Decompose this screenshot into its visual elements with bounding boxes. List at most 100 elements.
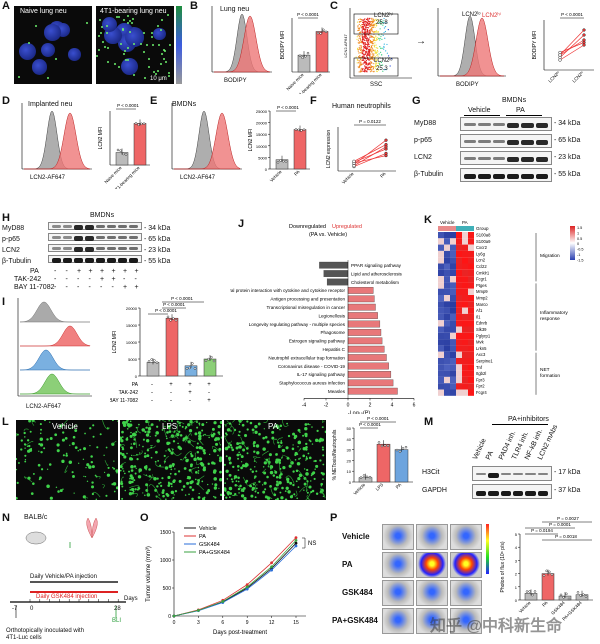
net-dot: [29, 430, 32, 433]
data-point: [383, 444, 387, 447]
net-dot: [91, 492, 95, 496]
event-dot: [382, 20, 384, 22]
pathway-bar: [347, 379, 394, 387]
net-dot: [254, 466, 256, 468]
bli-label: BLI: [112, 618, 122, 624]
net-strand: [280, 445, 283, 449]
event-dot: [360, 26, 362, 28]
net-dot: [49, 421, 51, 423]
net-dot: [121, 436, 124, 438]
bar: [133, 123, 147, 166]
event-dot: [375, 70, 378, 72]
lipid-droplet: [128, 31, 131, 34]
event-dot: [364, 70, 366, 72]
net-dot: [147, 426, 152, 431]
event-dot: [372, 25, 374, 27]
net-dot: [129, 477, 131, 480]
p-value: P = 0.0018: [555, 534, 577, 539]
heat-cell: [438, 389, 444, 396]
net-dot: [88, 465, 92, 469]
event-dot: [375, 59, 378, 61]
net-dot: [69, 444, 71, 446]
blot-band: [535, 174, 548, 179]
pathway-bar: [347, 287, 374, 294]
net-dot: [48, 463, 52, 466]
panel-m: M PA+inhibitors H3Cit - 17 kDa GAPDH - 37 k…: [420, 414, 600, 506]
event-dot: [355, 56, 357, 58]
net-dot: [136, 488, 139, 491]
event-dot: [374, 49, 376, 51]
data-point: [579, 594, 582, 597]
heat-cell: [438, 244, 444, 251]
event-dot: [371, 26, 373, 29]
net-dot: [242, 486, 246, 490]
pathway-label: Neutrophil extracellular trap formation: [268, 355, 345, 360]
event-dot: [370, 47, 372, 49]
kda-label: - 23 kDa: [554, 154, 581, 161]
heat-cell: [444, 339, 450, 346]
net-dot: [159, 481, 162, 484]
x-tick-label: 0: [173, 620, 176, 626]
net-dot: [111, 420, 114, 422]
net-dot: [187, 440, 191, 444]
event-dot: [380, 23, 382, 25]
heat-cell: [456, 389, 462, 396]
event-dot: [380, 35, 382, 37]
lipid-droplet: [161, 19, 164, 22]
net-dot: [61, 438, 65, 442]
heat-cell: [456, 351, 462, 358]
net-dot: [207, 489, 211, 493]
net-dot: [198, 422, 201, 425]
heat-cell: [444, 244, 450, 251]
event-dot: [384, 26, 387, 28]
net-dot: [213, 462, 216, 465]
cell: [18, 42, 36, 61]
net-dot: [172, 496, 175, 499]
net-dot: [197, 469, 200, 472]
heat-cell: [444, 358, 450, 365]
event-dot: [356, 47, 359, 49]
event-dot: [363, 20, 365, 22]
heat-cell: [468, 370, 474, 377]
net-dot: [314, 438, 319, 443]
net-dot: [288, 464, 292, 468]
net-fluorescence: [120, 420, 222, 500]
net-dot: [112, 466, 114, 469]
kda-label: - 37 kDa: [554, 487, 581, 494]
data-point: [567, 597, 571, 601]
net-dot: [207, 462, 210, 466]
net-dot: [26, 439, 30, 442]
lipid-droplet: [126, 14, 129, 17]
event-dot: [359, 48, 361, 50]
net-dot: [286, 456, 290, 460]
data-point: [352, 159, 356, 163]
category-label: PA: [541, 600, 549, 608]
net-strand: [218, 441, 222, 446]
net-dot: [62, 454, 65, 457]
event-dot: [364, 23, 366, 26]
event-dot: [361, 36, 363, 38]
net-dot: [125, 438, 129, 441]
net-dot: [321, 446, 324, 449]
net-dot: [149, 435, 151, 438]
event-dot: [358, 47, 360, 49]
net-dot: [287, 434, 291, 438]
net-dot: [123, 455, 127, 459]
event-dot: [379, 46, 381, 48]
cell: [120, 58, 138, 75]
event-dot: [367, 45, 369, 47]
net-dot: [234, 483, 238, 487]
histogram-b: [211, 6, 272, 73]
net-dot: [133, 479, 136, 482]
treatment-sign: -: [100, 284, 103, 291]
p-value: P < 0.0001: [277, 105, 299, 110]
gene-label: Ednrb: [476, 321, 488, 326]
net-dot: [264, 488, 267, 491]
category-label: PA: [395, 482, 403, 490]
data-point: [147, 360, 151, 363]
event-dot: [359, 54, 361, 57]
event-dot: [365, 67, 368, 69]
heat-cell: [468, 244, 474, 251]
event-dot: [369, 36, 371, 38]
heat-cell: [462, 326, 468, 333]
